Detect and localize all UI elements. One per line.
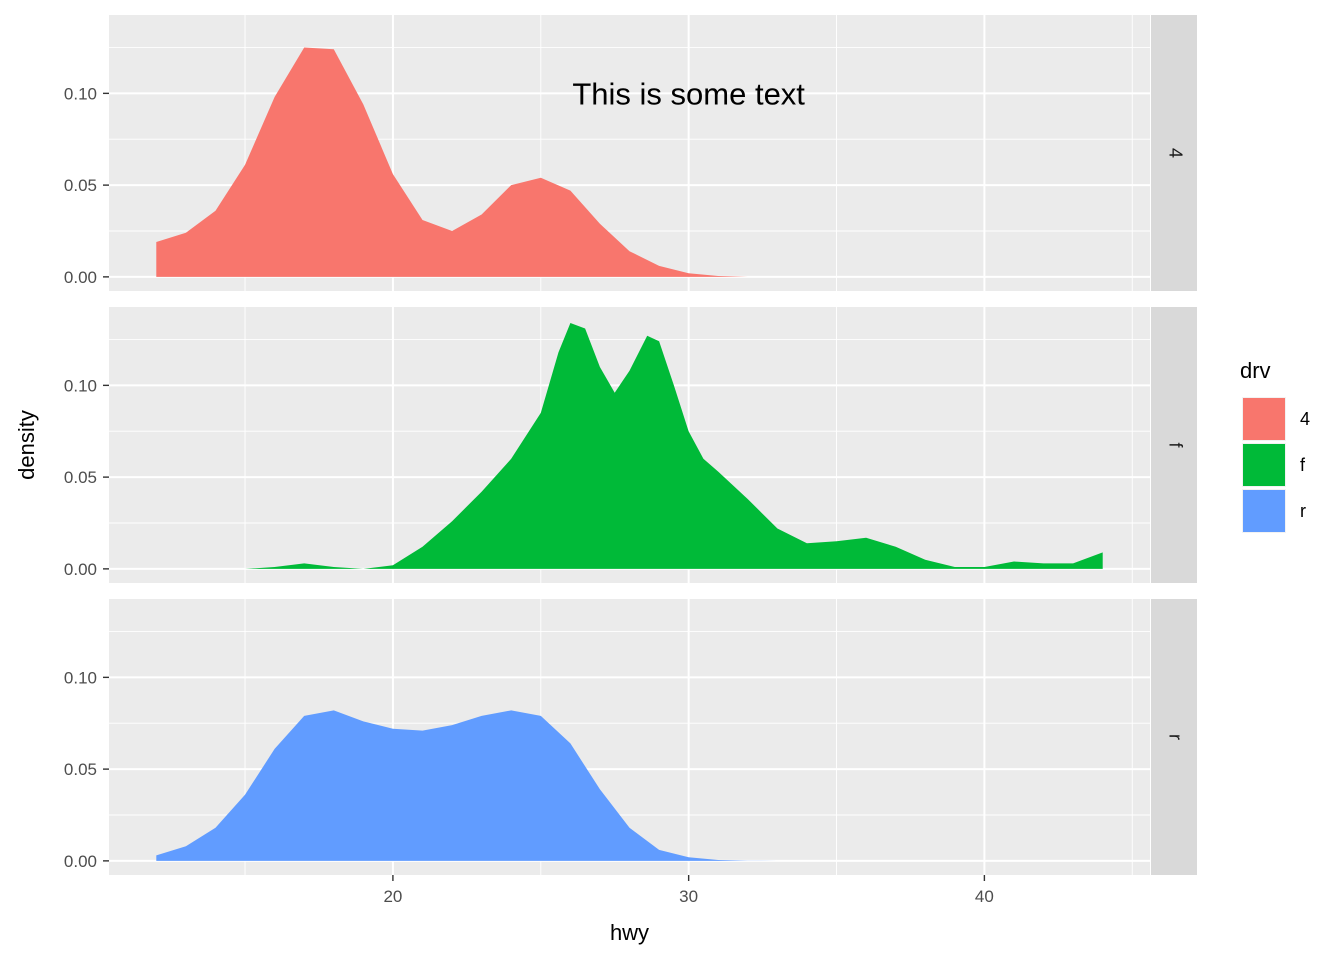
legend-key-f — [1243, 444, 1285, 486]
facet-strip-label: f — [1165, 442, 1185, 448]
y-tick-label: 0.10 — [64, 376, 97, 395]
annotation-text: This is some text — [572, 76, 805, 111]
x-tick-label: 20 — [383, 887, 402, 906]
legend-key-r — [1243, 490, 1285, 532]
facet-panel-r: 0.00 0.05 0.10 r — [64, 599, 1197, 875]
x-tick-label: 30 — [679, 887, 698, 906]
y-axis-title: density — [14, 410, 39, 480]
facet-strip — [1151, 15, 1197, 291]
density-area-r — [156, 710, 778, 861]
legend-label: r — [1300, 501, 1306, 521]
x-axis-title: hwy — [610, 920, 649, 945]
facet-strip — [1151, 307, 1197, 583]
facet-panel-f: 0.00 0.05 0.10 f — [64, 307, 1197, 583]
y-tick-label: 0.05 — [64, 468, 97, 487]
density-area-4 — [156, 47, 748, 277]
facet-strip — [1151, 599, 1197, 875]
y-tick-label: 0.10 — [64, 84, 97, 103]
y-tick-label: 0.10 — [64, 668, 97, 687]
density-area-f — [185, 323, 1103, 569]
facet-strip-label: r — [1165, 734, 1185, 740]
y-tick-label: 0.00 — [64, 852, 97, 871]
y-tick-label: 0.05 — [64, 176, 97, 195]
y-tick-label: 0.00 — [64, 560, 97, 579]
x-tick-label: 40 — [975, 887, 994, 906]
legend-title: drv — [1240, 358, 1271, 383]
y-tick-label: 0.00 — [64, 268, 97, 287]
y-tick-label: 0.05 — [64, 760, 97, 779]
facet-strip-label: 4 — [1165, 148, 1185, 158]
legend: drv 4 f r — [1240, 358, 1310, 533]
legend-key-4 — [1243, 398, 1285, 440]
facet-panel-4: 0.00 0.05 0.10 4 This is some text — [64, 15, 1197, 291]
legend-label: f — [1300, 455, 1306, 475]
legend-label: 4 — [1300, 409, 1310, 429]
